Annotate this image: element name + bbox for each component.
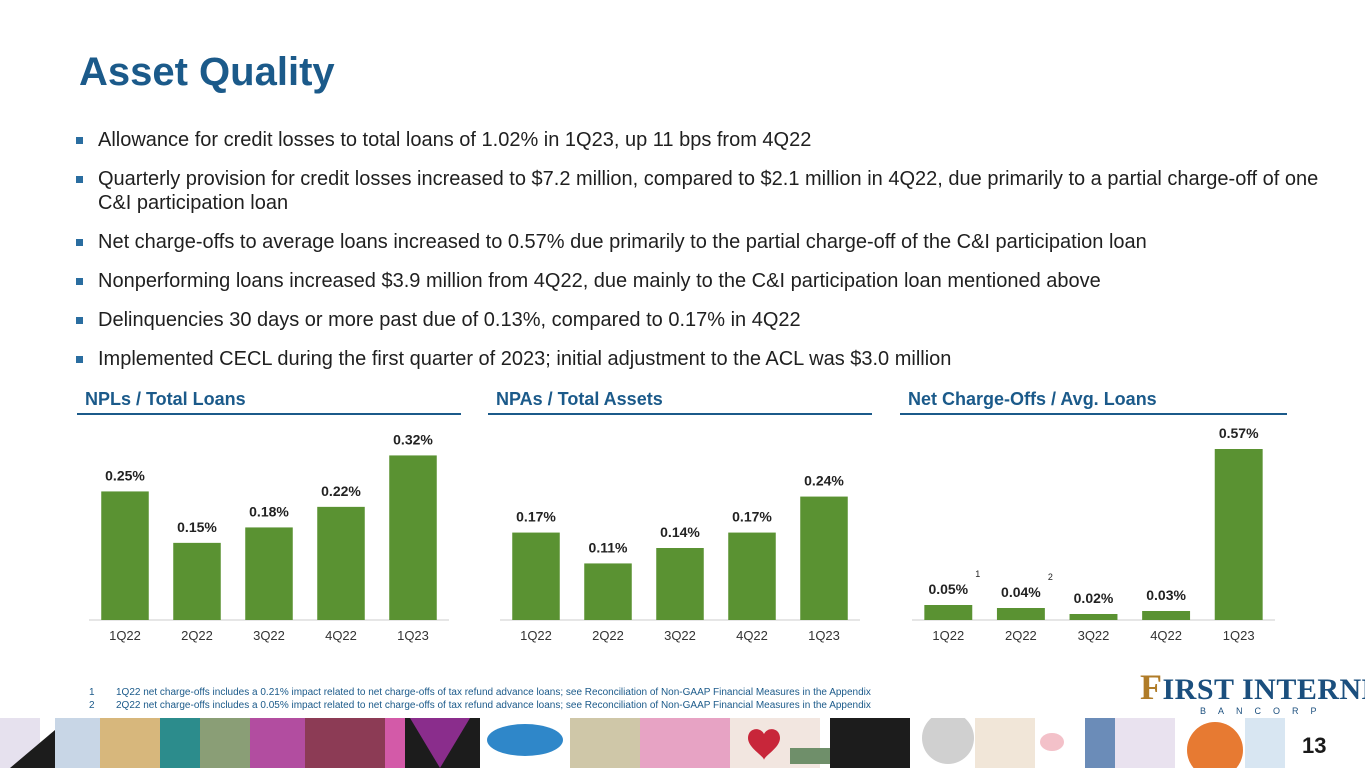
x-tick-label-1Q22: 1Q22	[109, 628, 141, 643]
footnote-text: 2Q22 net charge-offs includes a 0.05% im…	[116, 700, 871, 711]
data-label-2Q22: 0.04%	[1001, 584, 1041, 600]
data-label-3Q22: 0.02%	[1074, 590, 1114, 606]
bar-3Q22	[1069, 614, 1118, 620]
chart-net-charge-offs: Net Charge-Offs / Avg. Loans 0.05% 1 1Q22 0…	[900, 384, 1287, 654]
bullet-item: Nonperforming loans increased $3.9 milli…	[76, 269, 1326, 293]
data-label-1Q22: 0.17%	[516, 509, 556, 525]
x-tick-label-1Q22: 1Q22	[932, 628, 964, 643]
x-tick-label-2Q22: 2Q22	[1005, 628, 1037, 643]
company-logo: FIRST INTERNET BANCORP	[1140, 669, 1365, 716]
chart-npas-total-assets: NPAs / Total Assets 0.17% 1Q22 0.11% 2Q22 0.…	[488, 384, 872, 654]
footnote-mark-1Q22: 1	[975, 569, 980, 579]
bar-2Q22	[584, 563, 632, 620]
x-tick-label-2Q22: 2Q22	[181, 628, 213, 643]
x-tick-label-3Q22: 3Q22	[1078, 628, 1110, 643]
page-number: 13	[1302, 733, 1327, 758]
bar-3Q22	[245, 527, 293, 620]
bullet-text: Quarterly provision for credit losses in…	[98, 168, 1319, 214]
bar-1Q22	[512, 532, 560, 620]
chart-title: NPLs / Total Loans	[85, 389, 246, 409]
footnote-text: 1Q22 net charge-offs includes a 0.21% im…	[116, 687, 871, 698]
bullet-item: Delinquencies 30 days or more past due o…	[76, 308, 1326, 332]
bar-2Q22	[173, 542, 221, 620]
footnotes: 1 1Q22 net charge-offs includes a 0.21% i…	[89, 686, 871, 712]
decorative-image-strip	[0, 718, 1365, 768]
bar-2Q22	[996, 608, 1045, 620]
bullet-text: Allowance for credit losses to total loa…	[98, 129, 812, 151]
x-tick-label-4Q22: 4Q22	[325, 628, 357, 643]
bar-1Q22	[101, 491, 149, 620]
bullet-item: Allowance for credit losses to total loa…	[76, 128, 1326, 152]
x-tick-label-3Q22: 3Q22	[253, 628, 285, 643]
bar-1Q22	[924, 605, 973, 620]
bullet-text: Net charge-offs to average loans increas…	[98, 231, 1147, 253]
bullet-item: Net charge-offs to average loans increas…	[76, 230, 1326, 254]
bullet-square-icon	[76, 356, 83, 363]
data-label-2Q22: 0.11%	[589, 539, 628, 555]
chart-title-rule	[488, 413, 872, 415]
bullet-text: Implemented CECL during the first quarte…	[98, 348, 952, 370]
data-label-4Q22: 0.03%	[1146, 587, 1186, 603]
data-label-1Q23: 0.57%	[1219, 425, 1259, 441]
bar-4Q22	[728, 532, 776, 620]
bullet-list: Allowance for credit losses to total loa…	[76, 128, 1326, 386]
bar-3Q22	[656, 548, 704, 620]
footnote: 2 2Q22 net charge-offs includes a 0.05% i…	[89, 699, 871, 712]
footnote: 1 1Q22 net charge-offs includes a 0.21% i…	[89, 686, 871, 699]
x-tick-label-4Q22: 4Q22	[1150, 628, 1182, 643]
bullet-text: Nonperforming loans increased $3.9 milli…	[98, 270, 1101, 292]
chart-title-rule	[77, 413, 461, 415]
x-tick-label-1Q23: 1Q23	[1223, 628, 1255, 643]
data-label-4Q22: 0.17%	[732, 509, 772, 525]
data-label-2Q22: 0.15%	[177, 519, 217, 535]
footnote-number: 1	[89, 687, 95, 698]
x-tick-label-1Q23: 1Q23	[397, 628, 429, 643]
bar-4Q22	[1142, 611, 1191, 620]
chart-title: Net Charge-Offs / Avg. Loans	[908, 389, 1157, 409]
x-tick-label-3Q22: 3Q22	[664, 628, 696, 643]
footnote-mark-2Q22: 2	[1048, 572, 1053, 582]
bar-4Q22	[317, 506, 365, 620]
bar-1Q23	[800, 496, 848, 620]
bar-1Q23	[389, 455, 437, 620]
page-title: Asset Quality	[79, 50, 335, 94]
data-label-1Q23: 0.32%	[393, 431, 433, 447]
data-label-1Q22: 0.05%	[928, 581, 968, 597]
footnote-number: 2	[89, 700, 95, 711]
data-label-3Q22: 0.14%	[660, 524, 700, 540]
data-label-3Q22: 0.18%	[249, 503, 289, 519]
x-tick-label-4Q22: 4Q22	[736, 628, 768, 643]
bullet-text: Delinquencies 30 days or more past due o…	[98, 309, 801, 331]
logo-subtitle: BANCORP	[1200, 706, 1329, 716]
net-charge-offs-bar-chart: 0.05% 1 1Q22 0.04% 2 2Q22 0.02% 3Q22 0.03% 4Q22 0.…	[912, 425, 1275, 643]
bullet-square-icon	[76, 176, 83, 183]
chart-npls-total-loans: NPLs / Total Loans 0.25% 1Q22 0.15% 2Q22 0.1…	[77, 384, 461, 654]
bullet-square-icon	[76, 278, 83, 285]
logo-initial: F	[1140, 667, 1163, 707]
bullet-item: Implemented CECL during the first quarte…	[76, 347, 1326, 371]
bullet-item: Quarterly provision for credit losses in…	[76, 167, 1326, 215]
data-label-4Q22: 0.22%	[321, 483, 361, 499]
x-tick-label-2Q22: 2Q22	[592, 628, 624, 643]
chart-title: NPAs / Total Assets	[496, 389, 663, 409]
bullet-square-icon	[76, 137, 83, 144]
logo-wordmark: IRST INTERNET	[1162, 673, 1365, 706]
bar-1Q23	[1214, 449, 1263, 620]
npas-bar-chart: 0.17% 1Q22 0.11% 2Q22 0.14% 3Q22 0.17% 4Q22 0.24…	[500, 473, 860, 643]
data-label-1Q23: 0.24%	[804, 473, 844, 489]
bullet-square-icon	[76, 239, 83, 246]
chart-title-rule	[900, 413, 1287, 415]
data-label-1Q22: 0.25%	[105, 467, 145, 483]
npls-bar-chart: 0.25% 1Q22 0.15% 2Q22 0.18% 3Q22 0.22% 4Q22 0.32…	[89, 431, 449, 643]
x-tick-label-1Q22: 1Q22	[520, 628, 552, 643]
x-tick-label-1Q23: 1Q23	[808, 628, 840, 643]
bullet-square-icon	[76, 317, 83, 324]
